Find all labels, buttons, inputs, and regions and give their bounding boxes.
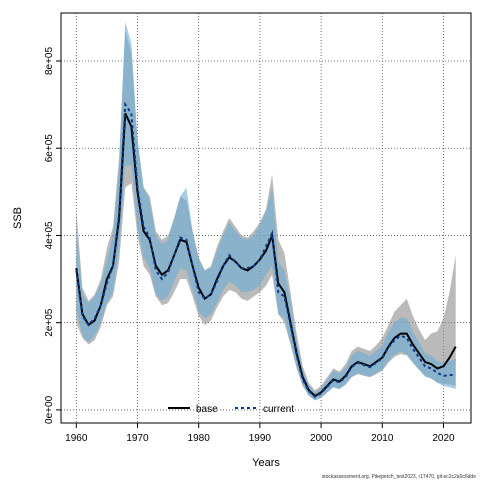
x-tick-label: 1980 [188, 433, 211, 444]
x-axis: 1960 1970 1980 1990 2000 2010 2020 [65, 423, 455, 444]
legend: base current [168, 404, 294, 415]
y-axis-title: SSB [12, 207, 24, 229]
x-axis-title: Years [252, 457, 280, 469]
x-tick-label: 2000 [310, 433, 333, 444]
footer-credit: stockassessment.org, Pikeperch_test2023,… [322, 474, 476, 480]
confidence-band-current [76, 21, 456, 401]
y-tick-label: 0e+00 [44, 395, 55, 424]
series-lines [75, 101, 457, 399]
x-tick-label: 1960 [65, 433, 88, 444]
x-tick-label: 2010 [371, 433, 394, 444]
x-tick-label: 1990 [249, 433, 272, 444]
y-tick-label: 8e+05 [44, 47, 55, 76]
confidence-bands [76, 21, 456, 401]
plot-frame [60, 12, 472, 424]
y-tick-label: 4e+05 [44, 221, 55, 250]
y-axis: 0e+00 2e+05 4e+05 6e+05 8e+05 [44, 47, 61, 424]
x-tick-label: 1970 [126, 433, 149, 444]
y-tick-label: 6e+05 [44, 134, 55, 163]
legend-label-base: base [196, 404, 218, 415]
y-tick-label: 2e+05 [44, 308, 55, 337]
x-tick-label: 2020 [432, 433, 455, 444]
legend-label-current: current [263, 404, 294, 415]
series-line-current [75, 101, 456, 399]
